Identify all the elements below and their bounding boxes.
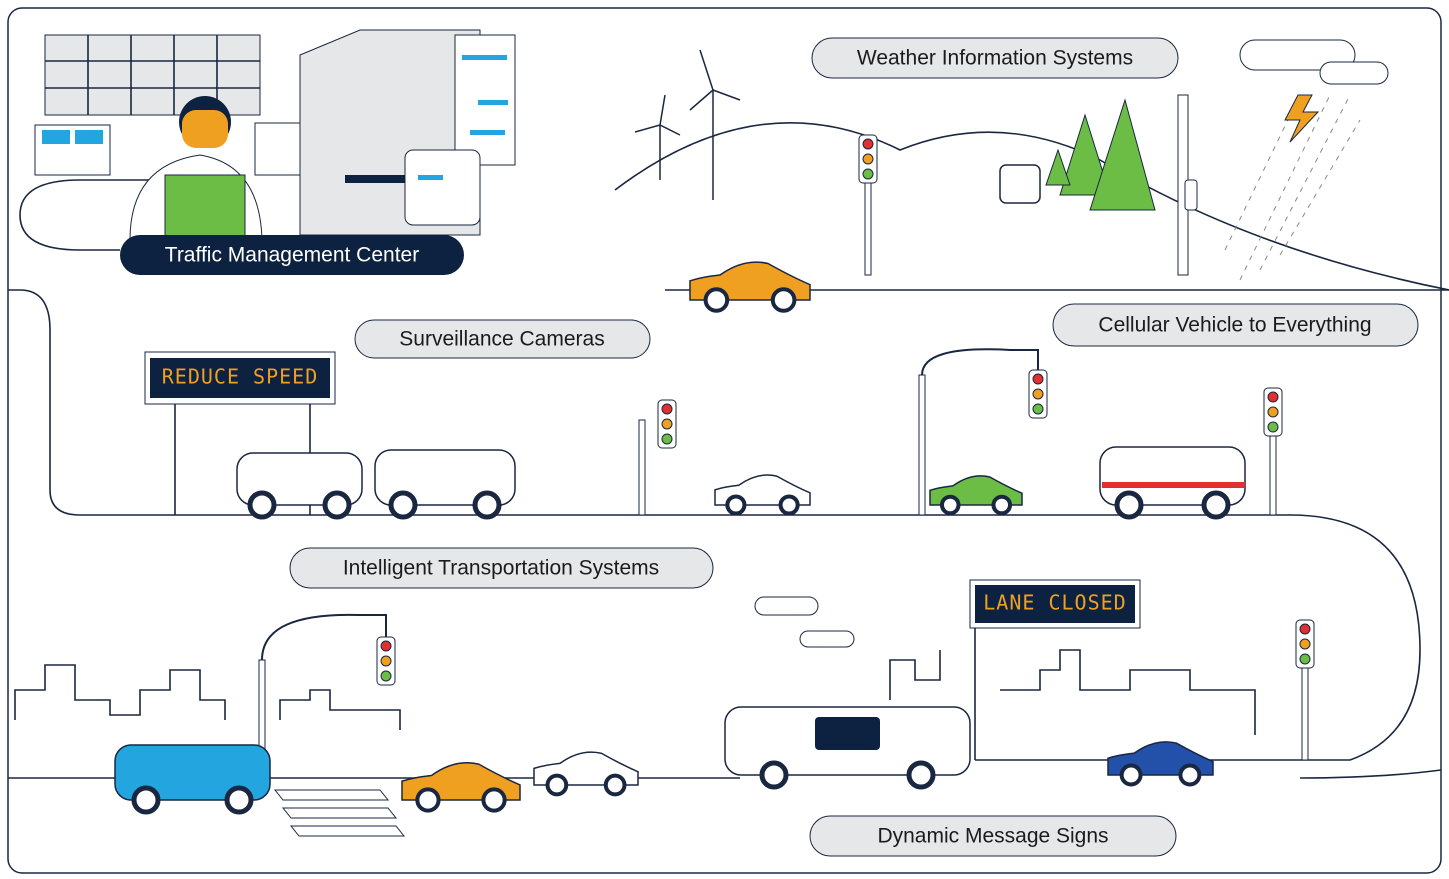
label: Cellular Vehicle to Everything xyxy=(1098,314,1371,337)
wheel xyxy=(483,789,504,810)
lamp xyxy=(1033,404,1043,414)
wheel xyxy=(391,493,415,517)
wheel xyxy=(250,493,274,517)
lamp xyxy=(1268,422,1278,432)
lamp xyxy=(1300,639,1310,649)
lamp xyxy=(662,404,672,414)
traffic-light xyxy=(1029,370,1047,418)
label-pill: Dynamic Message Signs xyxy=(810,816,1176,856)
pole xyxy=(639,420,645,515)
sign-text: REDUCE SPEED xyxy=(162,365,319,389)
window xyxy=(815,717,880,750)
lamp xyxy=(863,154,873,164)
wheel xyxy=(475,493,499,517)
label-pill: Surveillance Cameras xyxy=(355,320,650,358)
wheel xyxy=(417,789,438,810)
lamp xyxy=(381,656,391,666)
bus xyxy=(1000,165,1040,203)
label-pill: Intelligent Transportation Systems xyxy=(290,548,713,588)
traffic-light xyxy=(1296,620,1314,668)
wheel xyxy=(942,497,959,514)
label: Dynamic Message Signs xyxy=(877,825,1108,848)
wheel xyxy=(993,497,1010,514)
wheel xyxy=(325,493,349,517)
wheel xyxy=(1117,493,1141,517)
traffic-light xyxy=(1264,388,1282,436)
label-pill: Traffic Management Center xyxy=(120,235,464,275)
lamp xyxy=(1300,654,1310,664)
traffic-light xyxy=(859,135,877,183)
traffic-light xyxy=(658,400,676,448)
label: Weather Information Systems xyxy=(857,47,1133,70)
label: Intelligent Transportation Systems xyxy=(343,557,659,580)
wheel xyxy=(227,788,251,812)
pole xyxy=(865,180,871,275)
pole xyxy=(1302,665,1308,760)
lamp xyxy=(863,169,873,179)
pole xyxy=(1270,430,1276,515)
wheel xyxy=(762,763,786,787)
wheel xyxy=(706,289,728,311)
wheel xyxy=(1204,493,1228,517)
lamp xyxy=(1268,392,1278,402)
lamp xyxy=(863,139,873,149)
lamp xyxy=(1300,624,1310,634)
lamp xyxy=(381,671,391,681)
wheel xyxy=(606,776,625,795)
label: Traffic Management Center xyxy=(165,244,419,267)
lamp xyxy=(1033,374,1043,384)
wheel xyxy=(548,776,567,795)
traffic-light xyxy=(377,637,395,685)
wheel xyxy=(1122,766,1141,785)
crosswalk xyxy=(275,790,404,836)
wheel xyxy=(773,289,795,311)
stripe xyxy=(1102,482,1245,488)
lamp xyxy=(662,434,672,444)
lamp xyxy=(662,419,672,429)
label-pill: Weather Information Systems xyxy=(812,38,1178,78)
lamp xyxy=(1033,389,1043,399)
lamp xyxy=(381,641,391,651)
sign-text: LANE CLOSED xyxy=(983,591,1126,615)
wheel xyxy=(909,763,933,787)
wheel xyxy=(1180,766,1199,785)
label-pill: Cellular Vehicle to Everything xyxy=(1053,304,1418,346)
illustration: REDUCE SPEED LANE CLOSED Weather Informa… xyxy=(0,0,1449,879)
lamp xyxy=(1268,407,1278,417)
wheel xyxy=(134,788,158,812)
pole xyxy=(919,375,925,515)
wheel xyxy=(727,496,744,513)
wheel xyxy=(781,496,798,513)
label: Surveillance Cameras xyxy=(399,328,604,351)
